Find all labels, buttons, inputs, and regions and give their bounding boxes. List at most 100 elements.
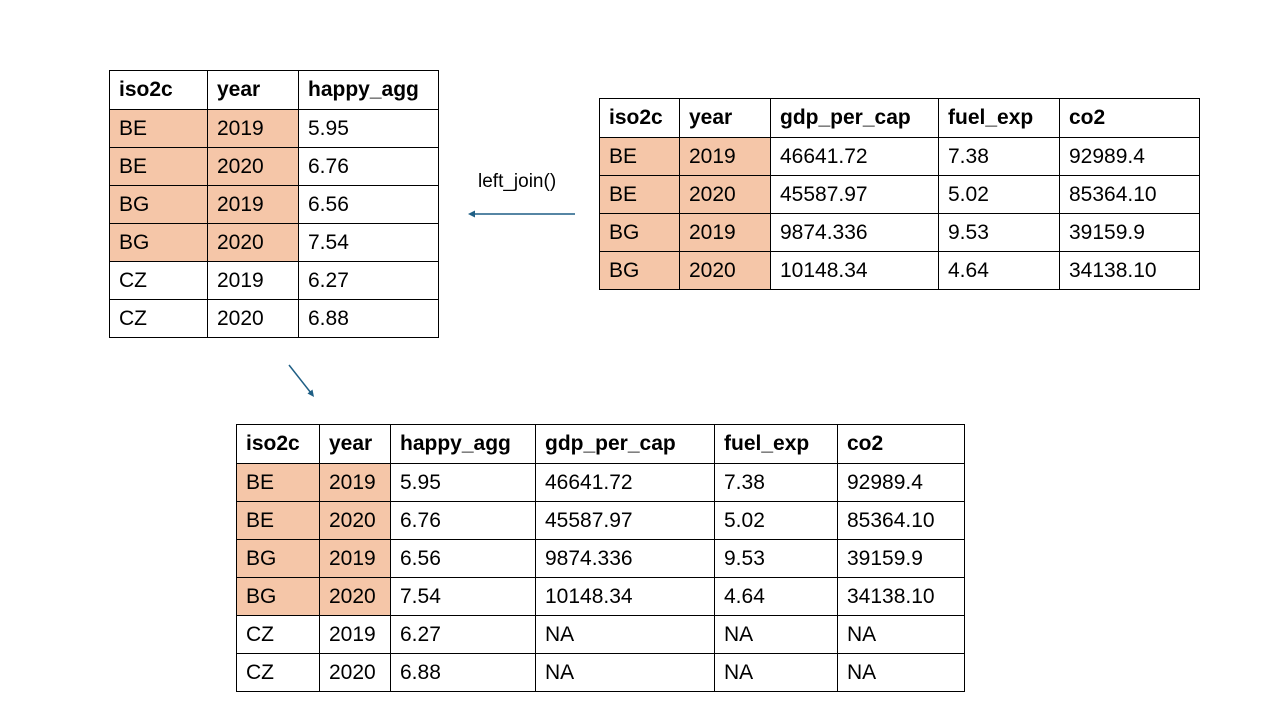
- table-row: BE 2020 6.76 45587.97 5.02 85364.10: [236, 501, 965, 540]
- table-cell: NA: [535, 653, 715, 692]
- key-cell: BG: [236, 539, 320, 578]
- table-cell: 45587.97: [535, 501, 715, 540]
- key-cell: BG: [599, 213, 680, 252]
- table-cell: 2019: [319, 615, 391, 654]
- key-cell: BE: [236, 501, 320, 540]
- key-cell: 2020: [207, 223, 299, 262]
- table-cell: CZ: [109, 299, 208, 338]
- table-cell: NA: [714, 615, 838, 654]
- left-table-happy: iso2c year happy_agg BE 2019 5.95 BE 202…: [109, 70, 439, 338]
- table-cell: NA: [714, 653, 838, 692]
- header-cell: fuel_exp: [938, 98, 1060, 138]
- key-cell: BE: [599, 137, 680, 176]
- header-cell: iso2c: [109, 70, 208, 110]
- table-cell: 10148.34: [535, 577, 715, 616]
- table-cell: 46641.72: [535, 463, 715, 502]
- table-header-row: iso2c year happy_agg gdp_per_cap fuel_ex…: [236, 424, 965, 464]
- header-cell: co2: [837, 424, 965, 464]
- key-cell: BE: [109, 109, 208, 148]
- header-cell: fuel_exp: [714, 424, 838, 464]
- table-row: BE 2019 46641.72 7.38 92989.4: [599, 137, 1200, 176]
- table-row: BE 2020 6.76: [109, 147, 439, 186]
- table-cell: 34138.10: [837, 577, 965, 616]
- key-cell: BG: [109, 223, 208, 262]
- key-cell: 2019: [319, 539, 391, 578]
- table-cell: 85364.10: [1059, 175, 1200, 214]
- table-cell: 46641.72: [770, 137, 939, 176]
- table-cell: 9.53: [714, 539, 838, 578]
- join-function-label: left_join(): [478, 171, 557, 192]
- table-cell: 4.64: [714, 577, 838, 616]
- table-cell: 92989.4: [1059, 137, 1200, 176]
- key-cell: BG: [236, 577, 320, 616]
- header-cell: year: [319, 424, 391, 464]
- join-arrow-icon: [468, 210, 575, 218]
- header-cell: iso2c: [236, 424, 320, 464]
- table-cell: NA: [535, 615, 715, 654]
- table-cell: 5.02: [714, 501, 838, 540]
- key-cell: BE: [236, 463, 320, 502]
- header-cell: iso2c: [599, 98, 680, 138]
- key-cell: 2019: [207, 109, 299, 148]
- right-table-economic: iso2c year gdp_per_cap fuel_exp co2 BE 2…: [599, 98, 1200, 290]
- table-cell: 6.56: [298, 185, 439, 224]
- key-cell: BE: [109, 147, 208, 186]
- table-cell: 39159.9: [837, 539, 965, 578]
- table-row: CZ 2020 6.88 NA NA NA: [236, 653, 965, 692]
- header-cell: co2: [1059, 98, 1200, 138]
- table-cell: CZ: [236, 615, 320, 654]
- table-cell: CZ: [109, 261, 208, 300]
- table-cell: 9874.336: [770, 213, 939, 252]
- table-cell: 2019: [207, 261, 299, 300]
- header-cell: gdp_per_cap: [535, 424, 715, 464]
- table-cell: 5.95: [390, 463, 536, 502]
- table-row: BG 2020 7.54: [109, 223, 439, 262]
- table-row: CZ 2020 6.88: [109, 299, 439, 338]
- table-cell: 4.64: [938, 251, 1060, 290]
- key-cell: BG: [599, 251, 680, 290]
- table-cell: 39159.9: [1059, 213, 1200, 252]
- key-cell: 2020: [679, 251, 771, 290]
- table-cell: 7.54: [390, 577, 536, 616]
- table-cell: 2020: [207, 299, 299, 338]
- result-table-joined: iso2c year happy_agg gdp_per_cap fuel_ex…: [236, 424, 965, 692]
- table-cell: 6.76: [390, 501, 536, 540]
- table-row: BG 2019 6.56: [109, 185, 439, 224]
- table-row: BE 2019 5.95 46641.72 7.38 92989.4: [236, 463, 965, 502]
- table-cell: 9.53: [938, 213, 1060, 252]
- table-cell: CZ: [236, 653, 320, 692]
- table-cell: 92989.4: [837, 463, 965, 502]
- key-cell: 2020: [319, 501, 391, 540]
- table-row: BG 2019 6.56 9874.336 9.53 39159.9: [236, 539, 965, 578]
- table-row: BG 2020 7.54 10148.34 4.64 34138.10: [236, 577, 965, 616]
- header-cell: year: [207, 70, 299, 110]
- key-cell: 2020: [679, 175, 771, 214]
- header-cell: gdp_per_cap: [770, 98, 939, 138]
- table-cell: 45587.97: [770, 175, 939, 214]
- key-cell: 2020: [319, 577, 391, 616]
- key-cell: 2019: [319, 463, 391, 502]
- table-cell: 10148.34: [770, 251, 939, 290]
- table-cell: NA: [837, 615, 965, 654]
- header-cell: happy_agg: [390, 424, 536, 464]
- table-cell: 2020: [319, 653, 391, 692]
- table-cell: 7.38: [714, 463, 838, 502]
- table-cell: 5.02: [938, 175, 1060, 214]
- key-cell: BE: [599, 175, 680, 214]
- table-cell: 7.54: [298, 223, 439, 262]
- table-cell: NA: [837, 653, 965, 692]
- key-cell: 2019: [679, 137, 771, 176]
- table-cell: 6.56: [390, 539, 536, 578]
- table-cell: 6.88: [298, 299, 439, 338]
- table-row: CZ 2019 6.27: [109, 261, 439, 300]
- table-row: CZ 2019 6.27 NA NA NA: [236, 615, 965, 654]
- table-cell: 85364.10: [837, 501, 965, 540]
- table-row: BG 2020 10148.34 4.64 34138.10: [599, 251, 1200, 290]
- table-header-row: iso2c year happy_agg: [109, 70, 439, 110]
- header-cell: happy_agg: [298, 70, 439, 110]
- table-cell: 6.88: [390, 653, 536, 692]
- key-cell: 2019: [207, 185, 299, 224]
- table-cell: 34138.10: [1059, 251, 1200, 290]
- key-cell: BG: [109, 185, 208, 224]
- table-row: BE 2019 5.95: [109, 109, 439, 148]
